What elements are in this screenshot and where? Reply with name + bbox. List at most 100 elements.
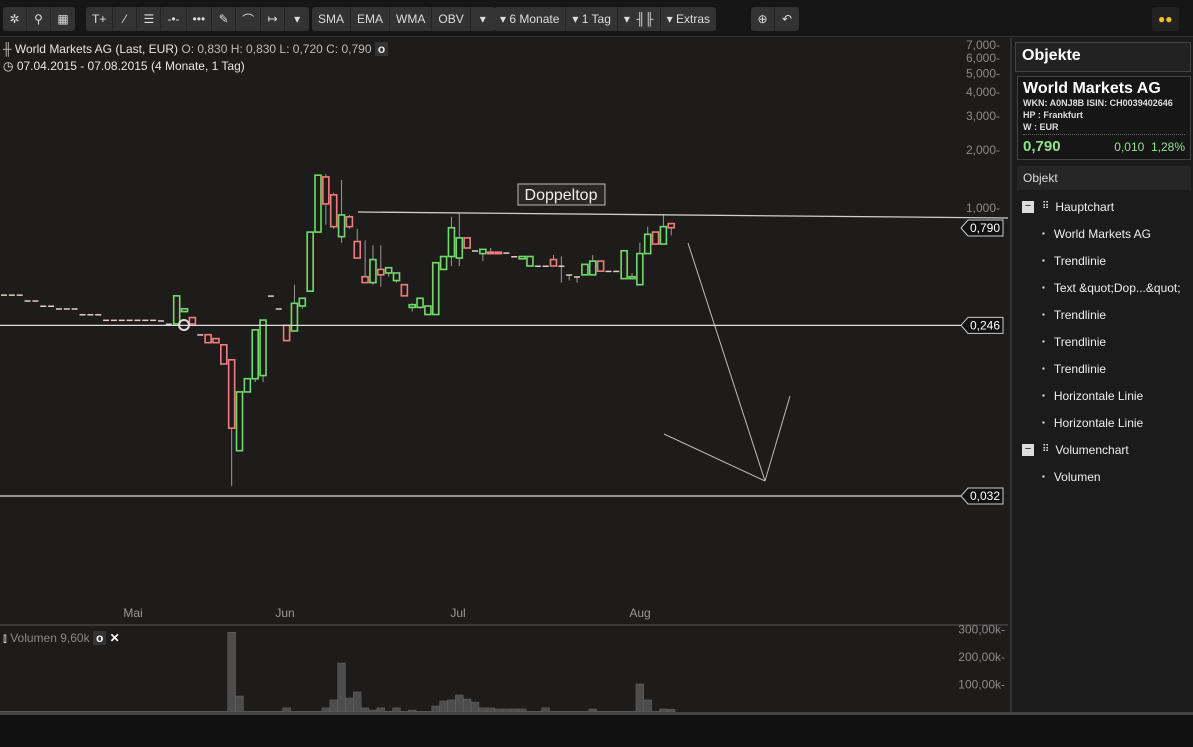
candle <box>126 319 133 322</box>
instrument-card[interactable]: World Markets AG WKN: A0NJ8B ISIN: CH003… <box>1017 76 1191 160</box>
candle-body <box>431 261 440 316</box>
tree-item[interactable]: ▪ World Markets AG <box>1022 220 1193 247</box>
candle <box>628 272 636 280</box>
period-dropdown[interactable]: ▾ 6 Monate <box>494 7 567 31</box>
volume-tick-label: 100,00k- <box>958 678 1005 692</box>
volume-settings-icon[interactable]: o <box>92 631 107 645</box>
collapse-icon[interactable]: − <box>1022 200 1034 213</box>
candle-body <box>197 334 204 336</box>
period-label: 6 Monate <box>509 12 560 26</box>
crosshair-marker[interactable] <box>178 319 190 331</box>
zoom-group: ⊕ ↶ <box>751 7 799 31</box>
date-range-text: 07.04.2015 - 07.08.2015 (4 Monate, 1 Tag… <box>16 59 245 73</box>
volume-bar <box>345 697 354 712</box>
tree-item[interactable]: − ⠿ Volumenchart <box>1022 436 1193 463</box>
horizontal-line[interactable]: 0,032 <box>0 487 1004 505</box>
candle <box>150 319 157 322</box>
volume-close-icon[interactable]: ✕ <box>109 631 120 645</box>
measure-tool-icon[interactable]: ↦ <box>261 7 286 31</box>
tree-item-label: Trendlinie <box>1053 334 1107 349</box>
tree-item[interactable]: ▪ Trendlinie <box>1022 328 1193 355</box>
horizontal-segment-icon[interactable]: ••• <box>187 7 213 31</box>
zoom-icon[interactable]: ⊕ <box>751 7 775 31</box>
trendline-doppeltop[interactable] <box>357 211 1008 219</box>
volume-bar <box>392 707 401 712</box>
candle-body <box>40 305 47 308</box>
extras-label: Extras <box>675 12 710 26</box>
candle-body <box>337 214 346 238</box>
tree-item[interactable]: ▪ Trendlinie <box>1022 247 1193 274</box>
layout-grid-icon[interactable]: ▦ <box>57 12 69 26</box>
pen-tool-icon[interactable]: ✎ <box>212 7 237 31</box>
candle-body <box>542 265 549 267</box>
candle <box>16 294 23 296</box>
tree-item[interactable]: ▪ Trendlinie <box>1022 301 1193 328</box>
candle-body <box>503 252 510 254</box>
trendline-down[interactable] <box>687 242 766 482</box>
sma-button[interactable]: SMA <box>312 7 352 31</box>
candle <box>267 295 274 297</box>
dropdown-icon[interactable]: ▾ <box>294 12 301 26</box>
tree-item[interactable]: ▪ Volumen <box>1022 463 1193 490</box>
interval-dropdown[interactable]: ▾ 1 Tag <box>566 7 618 31</box>
wma-button[interactable]: WMA <box>390 7 433 31</box>
collapse-icon[interactable]: − <box>1022 443 1034 456</box>
obv-button[interactable]: OBV <box>432 7 471 31</box>
chevron-down-icon: ▾ <box>500 12 510 26</box>
toolbar: ✲ ⚲ ▦ T+ ⁄ ☰ -•- ••• ✎ ⌒ ↦ ▾ SMA EMA WMA… <box>0 0 1193 37</box>
doppeltop-annotation[interactable]: Doppeltop <box>517 183 606 206</box>
horizontal-line[interactable]: 0,246 <box>0 316 1004 334</box>
ema-button[interactable]: EMA <box>351 7 391 31</box>
fibonacci-tool-icon[interactable]: ☰ <box>137 7 162 31</box>
chart-area[interactable]: 7,000- 6,000- 5,000- 4,000- 3,000- 2,000- 1,00… <box>0 38 1008 712</box>
chart-type-dropdown[interactable]: ▾ ╢╟ <box>618 7 661 31</box>
object-icon: ▪ <box>1042 472 1045 481</box>
candle-body <box>667 222 676 229</box>
trendline-arrow-right[interactable] <box>764 395 791 482</box>
arc-tool-icon[interactable]: ⌒ <box>236 7 262 31</box>
tree-item[interactable]: − ⠿ Hauptchart <box>1022 193 1193 220</box>
indicator-dropdown-icon[interactable]: ▾ <box>479 12 486 26</box>
candle <box>651 231 660 245</box>
chevron-down-icon: ▾ <box>666 12 676 26</box>
extras-dropdown[interactable]: ▾ Extras <box>661 7 716 31</box>
alert-icon[interactable]: ●● <box>1158 12 1173 26</box>
tree-item-label: Volumen <box>1053 469 1101 484</box>
candle <box>369 245 377 285</box>
candle-body <box>158 320 164 322</box>
candle-body <box>511 256 518 258</box>
candle <box>1 294 7 296</box>
instrument-ids: WKN: A0NJ8B ISIN: CH0039402646 <box>1023 98 1173 108</box>
candle <box>322 174 330 225</box>
volume-bar <box>463 698 472 712</box>
object-icon: ▪ <box>1042 256 1045 265</box>
candle <box>659 214 668 245</box>
tree-item[interactable]: ▪ Horizontale Linie <box>1022 409 1193 436</box>
candle <box>79 314 86 316</box>
candle-body <box>494 251 503 255</box>
candle <box>188 316 197 325</box>
candle-body <box>227 358 236 429</box>
tree-item[interactable]: ▪ Horizontale Linie <box>1022 382 1193 409</box>
candle <box>24 300 31 302</box>
volume-bar <box>643 699 652 712</box>
trendline-arrow-left[interactable] <box>663 433 766 482</box>
candle-body <box>605 270 612 273</box>
undo-icon[interactable]: ↶ <box>781 12 793 26</box>
search-icon[interactable]: ⚲ <box>27 7 51 31</box>
candle <box>472 250 478 252</box>
candlestick-icon: ╫ <box>3 42 12 56</box>
volume-bar <box>541 707 550 712</box>
line-tool-icon[interactable]: ⁄ <box>113 7 138 31</box>
tree-item[interactable]: ▪ Text &quot;Dop...&quot; <box>1022 274 1193 301</box>
candle <box>643 226 652 255</box>
text-tool-icon[interactable]: T+ <box>86 7 114 31</box>
candle <box>574 276 581 283</box>
tree-item[interactable]: ▪ Trendlinie <box>1022 355 1193 382</box>
settings-icon[interactable]: ✲ <box>3 7 27 31</box>
horizontal-line-icon[interactable]: -•- <box>161 7 187 31</box>
candle <box>636 242 644 286</box>
candle <box>8 294 15 296</box>
tree-item-label: Trendlinie <box>1053 361 1107 376</box>
legend-settings-icon[interactable]: o <box>374 42 389 56</box>
